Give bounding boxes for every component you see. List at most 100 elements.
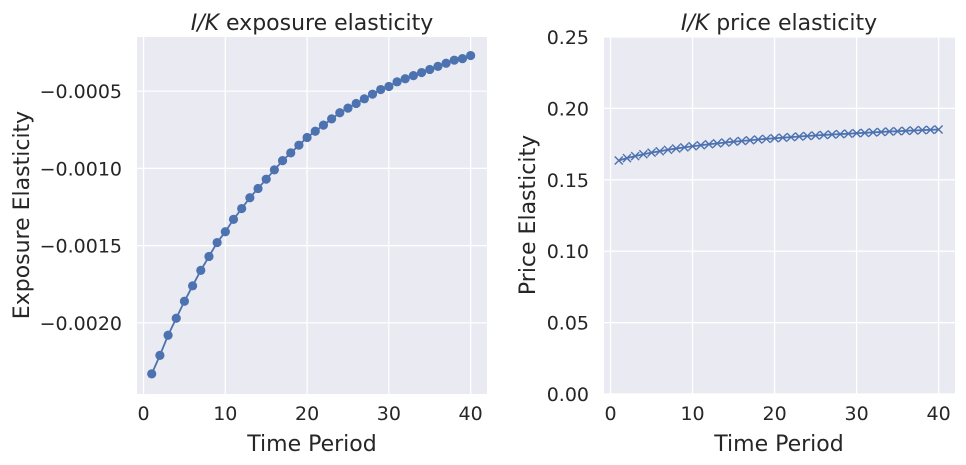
data-point [852,128,862,138]
data-point [679,142,689,152]
x-tick-label: 20 [295,403,319,425]
x-tick-label: 10 [680,403,704,425]
chart-title: I/K exposure elasticity [191,11,434,36]
x-tick-label: 10 [213,403,237,425]
data-point [147,369,157,379]
data-point [827,130,837,140]
data-point [819,130,829,140]
data-point [408,71,419,81]
data-point [294,140,304,150]
x-tick-label: 40 [927,403,951,425]
data-point [318,120,329,130]
data-point [712,138,722,148]
x-tick-label: 30 [844,403,868,425]
data-point [688,141,698,151]
data-point [671,144,681,154]
y-ticks: −0.0020 −0.0015 −0.0010 −0.0005 [40,81,122,335]
x-tick-label: 20 [762,403,786,425]
y-tick-label: 0.00 [547,384,589,406]
data-point [212,237,222,248]
data-point [425,64,435,75]
data-point [704,139,714,149]
y-tick-label: −0.0015 [40,236,122,258]
chart-title-italic: I/K [681,11,711,36]
data-point [220,227,230,237]
data-point [416,67,427,78]
data-point [335,108,345,118]
data-point [811,131,821,141]
exposure-elasticity-chart: I/K exposure elasticity 0 10 20 30 40 −0.002… [10,11,487,457]
data-point [638,149,648,159]
plot-area [137,37,487,394]
data-point [786,132,796,142]
data-point [204,251,214,262]
data-point [228,214,239,224]
data-point [441,58,451,68]
x-ticks: 0 10 20 30 40 [605,403,951,425]
grid [137,37,487,394]
data-point [917,125,927,135]
data-point [384,81,394,92]
data-point [237,203,247,214]
data-point [277,156,288,166]
data-point [876,127,886,137]
data-point [622,153,632,163]
data-point [909,126,919,136]
y-tick-label: 0.05 [547,313,589,335]
chart-title-rest: price elasticity [709,11,877,36]
data-point [745,135,755,145]
data-point [261,174,271,184]
data-point [835,129,845,139]
data-point [269,165,279,175]
data-point [400,74,410,84]
data-point [647,148,657,158]
y-tick-label: −0.0005 [40,81,122,103]
data-point [155,350,165,360]
price-elasticity-chart: I/K price elasticity 0 10 20 30 40 0.000.050… [516,11,955,457]
grid [604,36,955,395]
data-point [245,193,255,203]
chart-title: I/K price elasticity [681,11,877,36]
x-tick-label: 0 [605,403,617,425]
data-point [449,55,459,65]
data-point [171,313,181,323]
data-point [196,265,206,275]
y-tick-label: 0.15 [547,170,589,192]
y-tick-label: 0.20 [547,98,589,120]
x-tick-label: 40 [459,403,483,425]
y-ticks: 0.00 0.05 0.10 0.15 0.20 0.25 [547,27,589,406]
data-point [457,54,468,64]
data-point [302,132,312,143]
data-point [433,61,443,71]
series [614,125,944,166]
data-point [778,133,788,143]
data-point [367,89,378,99]
data-point [770,133,780,143]
data-point [163,330,173,340]
data-point [286,148,296,158]
data-point [351,98,361,109]
y-tick-label: 0.10 [547,241,589,263]
data-point [376,84,386,95]
data-point [359,94,369,104]
data-point [860,128,870,138]
chart-title-italic: I/K [191,11,221,36]
data-point [327,114,337,124]
data-point [310,126,320,136]
data-point [893,126,903,136]
x-tick-label: 30 [377,403,401,425]
series-line [618,128,939,162]
data-point [630,151,640,161]
y-tick-label: 0.25 [547,27,589,49]
plot-area [604,37,955,394]
x-ticks: 0 10 20 30 40 [137,403,482,425]
x-axis-label: Time Period [246,432,376,457]
y-tick-label: −0.0020 [40,313,122,335]
data-point [696,140,706,150]
data-point [802,131,812,141]
data-point [934,125,944,135]
data-point [343,103,353,113]
data-point [794,132,804,142]
data-point [466,50,476,61]
